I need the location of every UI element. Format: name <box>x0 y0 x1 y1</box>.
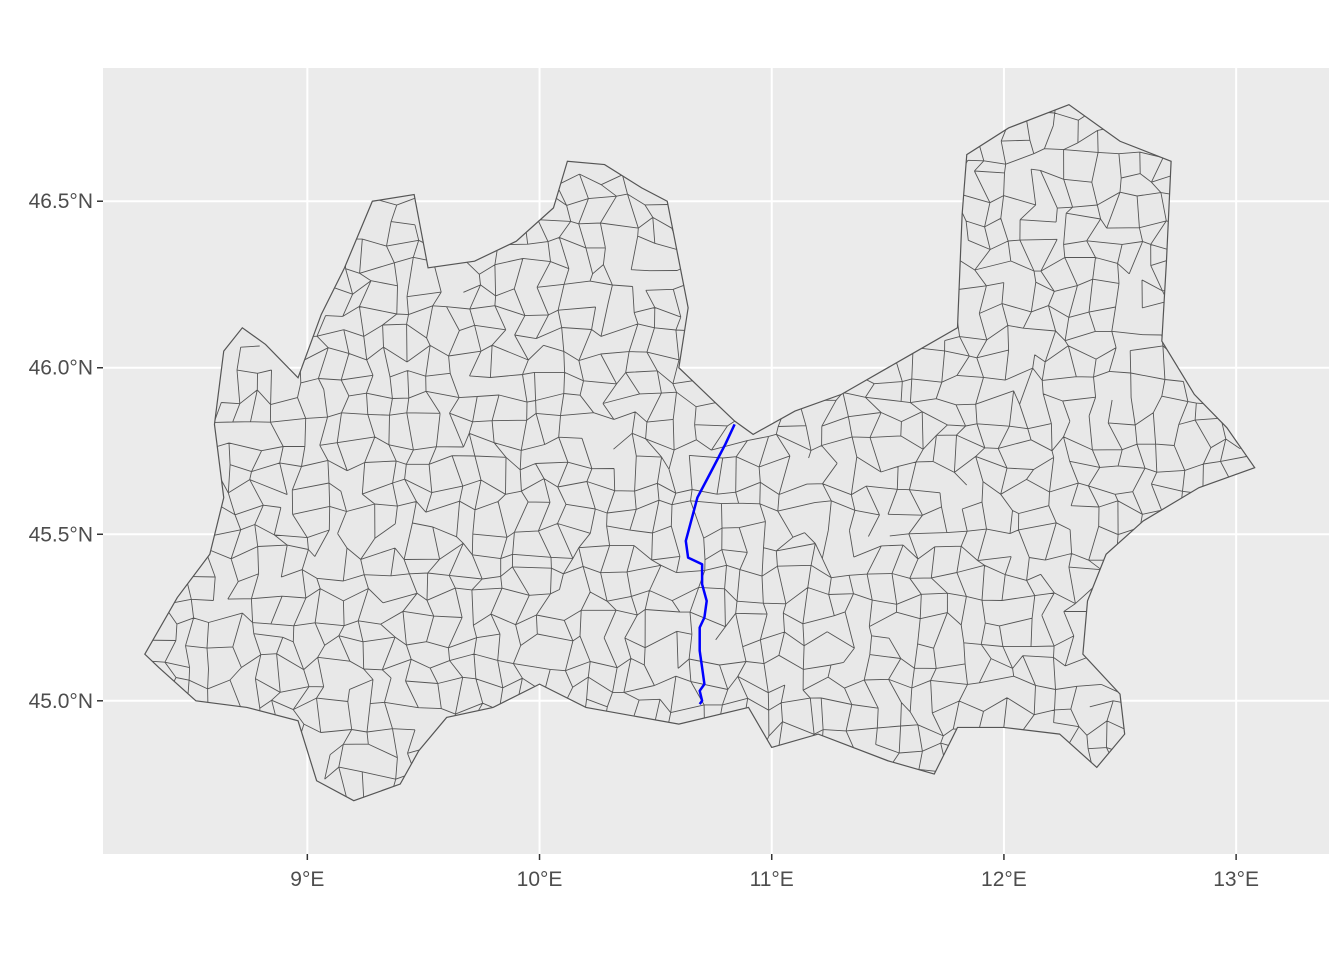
y-tick-label-0: 45.0°N <box>29 690 93 713</box>
municipality-boundaries <box>144 103 1256 802</box>
municipality-borders <box>144 104 1255 800</box>
x-tick-label-2: 11°E <box>750 868 794 891</box>
x-tick-label-4: 13°E <box>1213 868 1259 891</box>
x-tick-label-1: 10°E <box>517 868 563 891</box>
y-tick-label-1: 45.5°N <box>29 523 93 546</box>
region-area <box>144 104 1255 801</box>
region-outer-border <box>144 103 1256 802</box>
y-tick-label-2: 46.0°N <box>29 357 93 380</box>
x-tick-label-0: 9°E <box>290 868 324 891</box>
y-tick-label-3: 46.5°N <box>29 190 93 213</box>
highlight-route-line <box>684 423 736 705</box>
x-tick-label-3: 12°E <box>981 868 1027 891</box>
municipality-cells <box>144 104 1255 800</box>
axes: 9°E 10°E 11°E 12°E 13°E 45.0°N 45.5°N 46.0°N 46.… <box>29 190 1259 891</box>
